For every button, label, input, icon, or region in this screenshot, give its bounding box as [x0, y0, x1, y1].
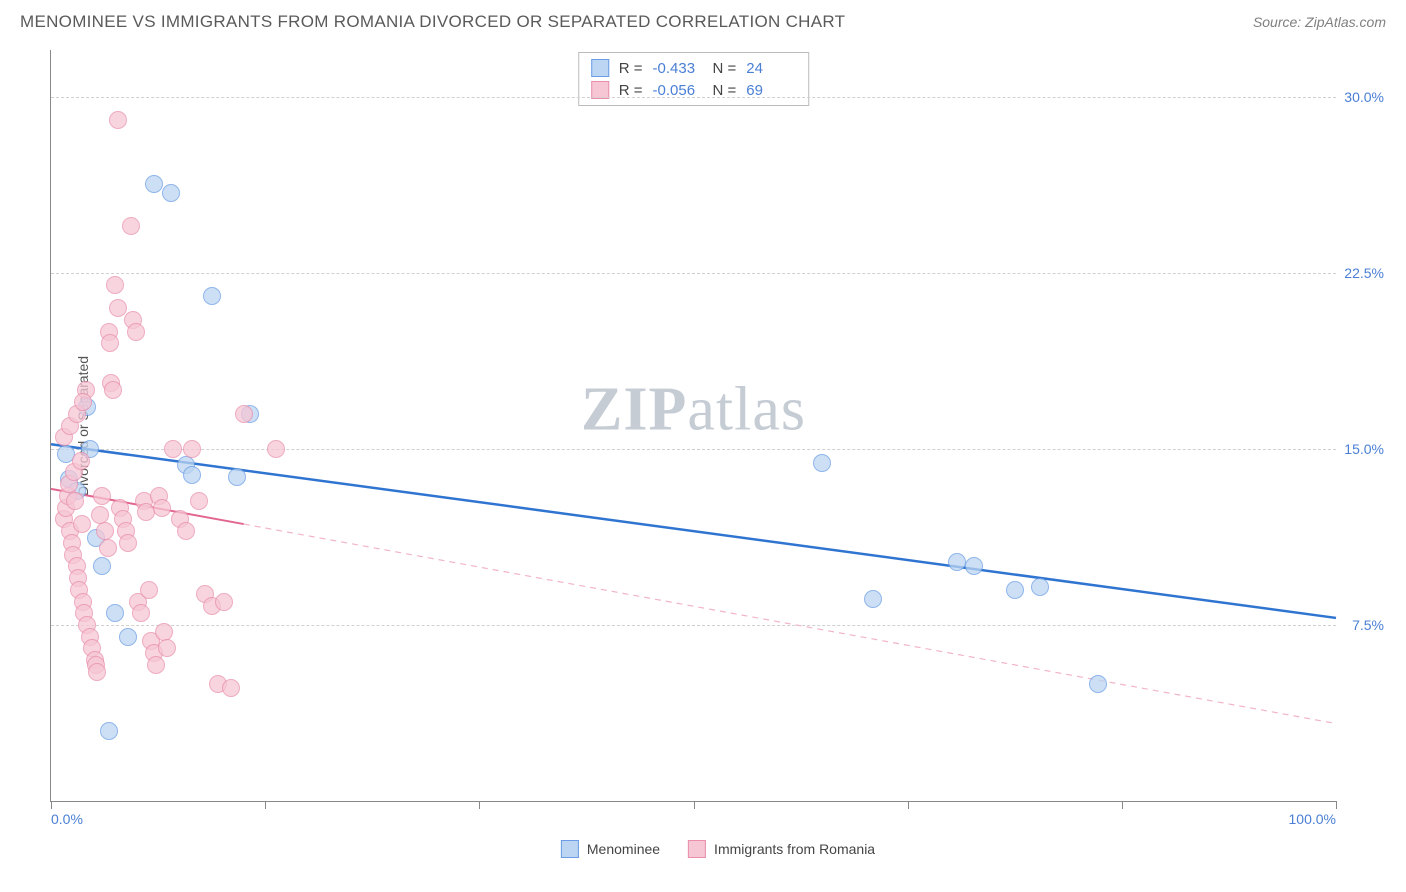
gridline-h: [51, 97, 1336, 98]
data-point: [147, 656, 165, 674]
series-legend: Menominee Immigrants from Romania: [561, 840, 875, 858]
legend-swatch: [561, 840, 579, 858]
data-point: [91, 506, 109, 524]
data-point: [109, 111, 127, 129]
y-tick-label: 7.5%: [1352, 617, 1384, 633]
legend-label: Menominee: [587, 841, 660, 857]
data-point: [267, 440, 285, 458]
data-point: [813, 454, 831, 472]
data-point: [106, 276, 124, 294]
data-point: [119, 628, 137, 646]
x-tick: [1336, 801, 1337, 809]
data-point: [104, 381, 122, 399]
data-point: [1031, 578, 1049, 596]
data-point: [1006, 581, 1024, 599]
data-point: [72, 452, 90, 470]
legend-swatch: [688, 840, 706, 858]
stat-value-n: 24: [746, 60, 796, 77]
data-point: [106, 604, 124, 622]
data-point: [93, 487, 111, 505]
data-point: [222, 679, 240, 697]
data-point: [132, 604, 150, 622]
source-attribution: Source: ZipAtlas.com: [1253, 14, 1386, 30]
stat-label-n: N =: [713, 82, 737, 99]
data-point: [183, 466, 201, 484]
y-tick-label: 15.0%: [1344, 441, 1384, 457]
data-point: [190, 492, 208, 510]
data-point: [66, 492, 84, 510]
stat-label-r: R =: [619, 82, 643, 99]
watermark: ZIPatlas: [581, 375, 806, 446]
stat-label-n: N =: [713, 60, 737, 77]
data-point: [122, 217, 140, 235]
x-tick-label: 0.0%: [51, 811, 83, 827]
stats-row: R = -0.433 N = 24: [591, 57, 797, 79]
data-point: [101, 334, 119, 352]
data-point: [948, 553, 966, 571]
data-point: [203, 287, 221, 305]
gridline-h: [51, 273, 1336, 274]
data-point: [183, 440, 201, 458]
stat-value-r: -0.056: [653, 82, 703, 99]
x-tick: [1122, 801, 1123, 809]
legend-item: Immigrants from Romania: [688, 840, 875, 858]
data-point: [127, 323, 145, 341]
data-point: [177, 522, 195, 540]
legend-swatch: [591, 59, 609, 77]
stat-label-r: R =: [619, 60, 643, 77]
data-point: [153, 499, 171, 517]
data-point: [145, 175, 163, 193]
plot-area: Divorced or Separated ZIPatlas R =-0.433…: [50, 50, 1336, 802]
data-point: [93, 557, 111, 575]
data-point: [864, 590, 882, 608]
x-tick-label: 100.0%: [1289, 811, 1336, 827]
x-tick: [694, 801, 695, 809]
legend-item: Menominee: [561, 840, 660, 858]
chart-title: MENOMINEE VS IMMIGRANTS FROM ROMANIA DIV…: [20, 12, 845, 32]
data-point: [88, 663, 106, 681]
data-point: [74, 393, 92, 411]
y-tick-label: 22.5%: [1344, 265, 1384, 281]
data-point: [140, 581, 158, 599]
legend-label: Immigrants from Romania: [714, 841, 875, 857]
data-point: [99, 539, 117, 557]
data-point: [100, 722, 118, 740]
data-point: [162, 184, 180, 202]
trend-lines: [51, 50, 1336, 801]
data-point: [965, 557, 983, 575]
stat-value-n: 69: [746, 82, 796, 99]
x-tick: [51, 801, 52, 809]
x-tick: [479, 801, 480, 809]
stat-value-r: -0.433: [653, 60, 703, 77]
data-point: [96, 522, 114, 540]
data-point: [109, 299, 127, 317]
y-tick-label: 30.0%: [1344, 89, 1384, 105]
data-point: [164, 440, 182, 458]
data-point: [1089, 675, 1107, 693]
data-point: [158, 639, 176, 657]
data-point: [119, 534, 137, 552]
x-tick: [908, 801, 909, 809]
data-point: [228, 468, 246, 486]
gridline-h: [51, 625, 1336, 626]
data-point: [73, 515, 91, 533]
x-tick: [265, 801, 266, 809]
data-point: [235, 405, 253, 423]
chart-container: Divorced or Separated ZIPatlas R =-0.433…: [50, 50, 1386, 832]
data-point: [155, 623, 173, 641]
data-point: [215, 593, 233, 611]
gridline-h: [51, 449, 1336, 450]
